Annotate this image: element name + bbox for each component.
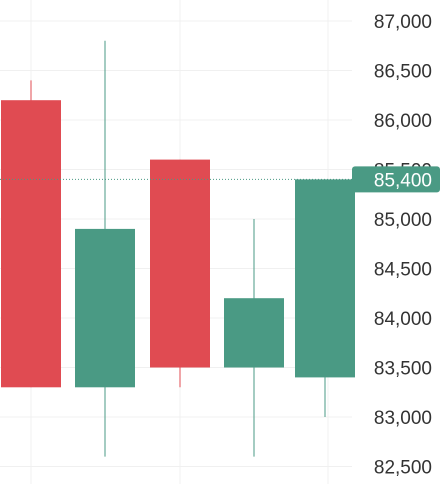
- y-tick-label: 83,500: [374, 359, 432, 380]
- y-tick-label: 86,500: [374, 62, 432, 83]
- candle-body: [75, 228, 135, 388]
- candle-body: [295, 179, 355, 378]
- candle-body: [1, 100, 61, 388]
- candle: [224, 219, 284, 457]
- y-axis: 87,00086,50086,00085,50085,00084,50084,0…: [374, 12, 432, 479]
- candle: [150, 159, 210, 388]
- y-tick-label: 82,500: [374, 458, 432, 479]
- last-price-badge: [352, 166, 440, 193]
- y-tick-label: 83,000: [374, 408, 432, 429]
- candle: [1, 80, 61, 388]
- y-tick-label: 84,000: [374, 309, 432, 330]
- y-tick-label: 84,500: [374, 260, 432, 281]
- candle: [295, 179, 355, 417]
- candles: [1, 40, 355, 457]
- last-price-marker: 85,400: [0, 166, 440, 193]
- candle-body: [150, 159, 210, 368]
- y-tick-label: 87,000: [374, 12, 432, 33]
- candle: [75, 40, 135, 457]
- y-tick-label: 86,000: [374, 111, 432, 132]
- y-tick-label: 85,000: [374, 210, 432, 231]
- last-price-label: 85,400: [374, 170, 432, 191]
- candle-body: [224, 298, 284, 368]
